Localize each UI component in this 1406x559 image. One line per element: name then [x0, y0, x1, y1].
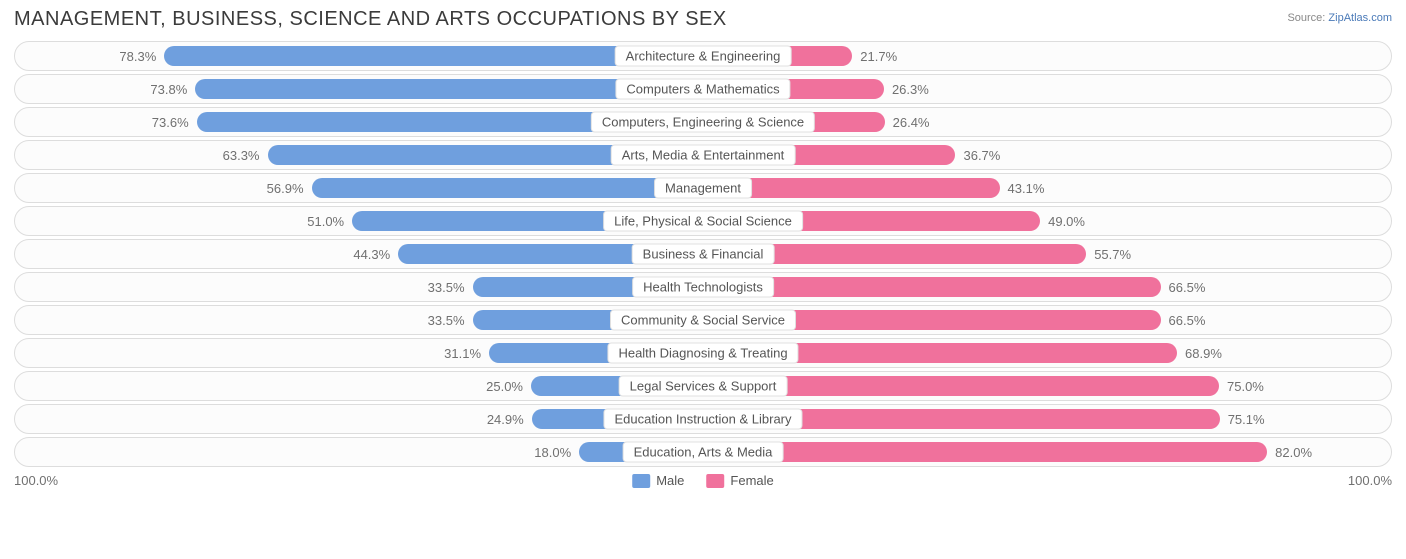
male-value: 44.3% — [353, 240, 390, 268]
chart-axis: 100.0% Male Female 100.0% — [14, 473, 1392, 497]
legend-female-label: Female — [730, 473, 773, 488]
category-label: Life, Physical & Social Science — [603, 211, 803, 232]
male-value: 33.5% — [428, 306, 465, 334]
source-prefix: Source: — [1287, 12, 1325, 24]
male-value: 18.0% — [534, 438, 571, 466]
chart-row: 31.1% 68.9% Health Diagnosing & Treating — [14, 338, 1392, 368]
chart-row: 24.9% 75.1% Education Instruction & Librar… — [14, 404, 1392, 434]
female-value: 55.7% — [1094, 240, 1131, 268]
female-value: 36.7% — [963, 141, 1000, 169]
chart-row: 73.8% 26.3% Computers & Mathematics — [14, 74, 1392, 104]
chart-rows: 78.3% 21.7% Architecture & Engineering 73.8… — [14, 41, 1392, 467]
female-value: 49.0% — [1048, 207, 1085, 235]
chart-row: 18.0% 82.0% Education, Arts & Media — [14, 437, 1392, 467]
male-value: 73.6% — [152, 108, 189, 136]
male-value: 31.1% — [444, 339, 481, 367]
male-value: 56.9% — [267, 174, 304, 202]
male-value: 33.5% — [428, 273, 465, 301]
category-label: Business & Financial — [632, 244, 775, 265]
male-swatch-icon — [632, 474, 650, 488]
chart-row: 78.3% 21.7% Architecture & Engineering — [14, 41, 1392, 71]
female-value: 82.0% — [1275, 438, 1312, 466]
category-label: Legal Services & Support — [619, 376, 788, 397]
female-value: 26.3% — [892, 75, 929, 103]
chart-source: Source: ZipAtlas.com — [1287, 12, 1392, 24]
chart-row: 63.3% 36.7% Arts, Media & Entertainment — [14, 140, 1392, 170]
axis-left-label: 100.0% — [14, 473, 58, 488]
male-value: 63.3% — [223, 141, 260, 169]
female-bar — [703, 442, 1267, 462]
female-value: 68.9% — [1185, 339, 1222, 367]
category-label: Education Instruction & Library — [603, 409, 802, 430]
category-label: Management — [654, 178, 752, 199]
male-bar — [312, 178, 703, 198]
chart-row: 25.0% 75.0% Legal Services & Support — [14, 371, 1392, 401]
category-label: Health Technologists — [632, 277, 774, 298]
category-label: Architecture & Engineering — [615, 46, 792, 67]
chart-row: 33.5% 66.5% Community & Social Service — [14, 305, 1392, 335]
category-label: Education, Arts & Media — [623, 442, 784, 463]
chart-row: 56.9% 43.1% Management — [14, 173, 1392, 203]
chart-row: 73.6% 26.4% Computers, Engineering & Scien… — [14, 107, 1392, 137]
male-value: 73.8% — [150, 75, 187, 103]
chart-row: 44.3% 55.7% Business & Financial — [14, 239, 1392, 269]
category-label: Computers & Mathematics — [615, 79, 790, 100]
female-value: 43.1% — [1008, 174, 1045, 202]
female-value: 66.5% — [1169, 306, 1206, 334]
legend-male: Male — [632, 473, 684, 488]
chart-title: MANAGEMENT, BUSINESS, SCIENCE AND ARTS O… — [14, 8, 727, 31]
legend-female: Female — [706, 473, 773, 488]
category-label: Computers, Engineering & Science — [591, 112, 815, 133]
male-value: 25.0% — [486, 372, 523, 400]
chart-row: 51.0% 49.0% Life, Physical & Social Scienc… — [14, 206, 1392, 236]
female-value: 66.5% — [1169, 273, 1206, 301]
axis-right-label: 100.0% — [1348, 473, 1392, 488]
male-value: 78.3% — [119, 42, 156, 70]
male-value: 51.0% — [307, 207, 344, 235]
female-value: 21.7% — [860, 42, 897, 70]
chart-legend: Male Female — [632, 473, 774, 488]
male-value: 24.9% — [487, 405, 524, 433]
female-value: 26.4% — [893, 108, 930, 136]
source-site: ZipAtlas.com — [1328, 12, 1392, 24]
female-swatch-icon — [706, 474, 724, 488]
chart-row: 33.5% 66.5% Health Technologists — [14, 272, 1392, 302]
chart-header: MANAGEMENT, BUSINESS, SCIENCE AND ARTS O… — [14, 8, 1392, 31]
female-value: 75.1% — [1228, 405, 1265, 433]
legend-male-label: Male — [656, 473, 684, 488]
female-value: 75.0% — [1227, 372, 1264, 400]
category-label: Community & Social Service — [610, 310, 796, 331]
category-label: Arts, Media & Entertainment — [611, 145, 796, 166]
category-label: Health Diagnosing & Treating — [607, 343, 798, 364]
